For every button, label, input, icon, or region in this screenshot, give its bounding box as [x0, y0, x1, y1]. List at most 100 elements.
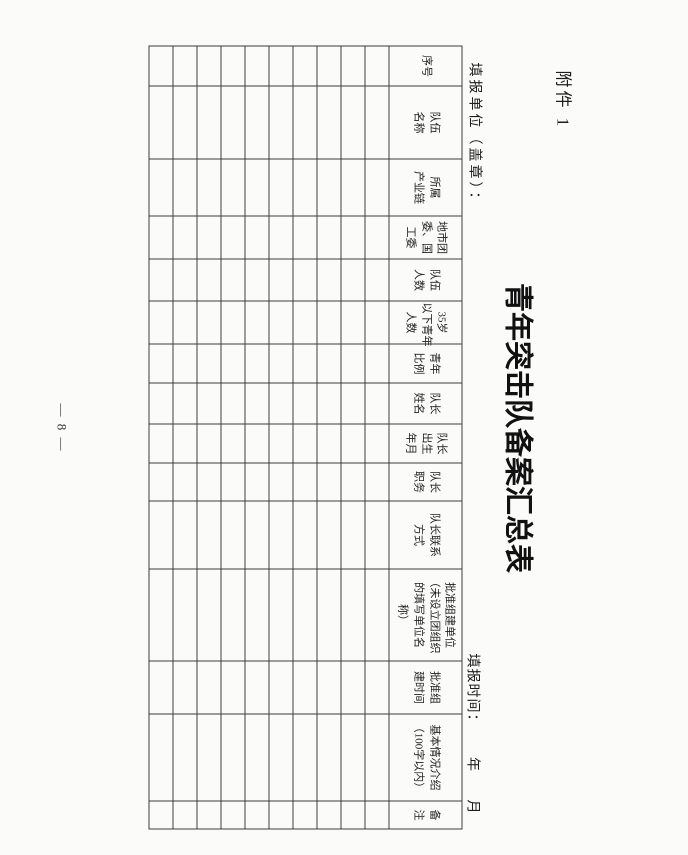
empty-cell: [292, 800, 317, 829]
table-row: [268, 45, 293, 829]
empty-cell: [196, 462, 221, 501]
empty-cell: [196, 258, 221, 301]
empty-cell: [316, 215, 341, 259]
empty-cell: [268, 500, 293, 569]
empty-cell: [340, 462, 365, 501]
empty-cell: [364, 158, 389, 216]
empty-cell: [316, 85, 341, 159]
empty-cell: [316, 568, 341, 661]
empty-cell: [172, 382, 197, 424]
table-header: 序号 队伍 名称 所属 产业链 地市团 委、国 工委 队伍 人数 35岁 以下青年 人数青…: [388, 45, 462, 829]
empty-cell: [244, 423, 269, 463]
empty-cell: [172, 158, 197, 216]
empty-cell: [316, 660, 341, 714]
column-header-14: 基本情况介绍 （100字以内）: [388, 713, 462, 801]
empty-cell: [316, 343, 341, 383]
empty-cell: [196, 568, 221, 661]
empty-cell: [364, 258, 389, 301]
empty-cell: [340, 85, 365, 159]
empty-cell: [364, 343, 389, 383]
empty-cell: [316, 423, 341, 463]
reporting-time-label: 填报时间：: [464, 653, 479, 728]
empty-cell: [172, 568, 197, 661]
month-label: 月: [464, 799, 479, 814]
empty-cell: [364, 423, 389, 463]
reporting-unit-label: 填报单位（盖章）：: [466, 62, 481, 208]
empty-cell: [340, 568, 365, 661]
empty-cell: [148, 382, 173, 424]
column-header-2: 队伍 名称: [388, 85, 462, 159]
empty-cell: [148, 258, 173, 301]
empty-cell: [364, 85, 389, 159]
empty-cell: [340, 382, 365, 424]
empty-cell: [364, 800, 389, 829]
empty-cell: [268, 85, 293, 159]
empty-cell: [196, 382, 221, 424]
empty-cell: [220, 85, 245, 159]
empty-cell: [196, 300, 221, 344]
empty-cell: [220, 568, 245, 661]
column-header-10: 队长 职务: [388, 462, 462, 501]
empty-cell: [340, 45, 365, 86]
table-row: [340, 45, 365, 829]
empty-cell: [244, 713, 269, 801]
empty-cell: [148, 300, 173, 344]
empty-cell: [172, 800, 197, 829]
column-header-3: 所属 产业链: [388, 158, 462, 216]
empty-cell: [172, 215, 197, 259]
empty-cell: [340, 423, 365, 463]
empty-cell: [316, 800, 341, 829]
empty-cell: [364, 45, 389, 86]
empty-cell: [148, 158, 173, 216]
empty-cell: [196, 158, 221, 216]
empty-cell: [148, 500, 173, 569]
empty-cell: [268, 713, 293, 801]
empty-cell: [268, 462, 293, 501]
empty-cell: [292, 660, 317, 714]
table-row: [292, 45, 317, 829]
empty-cell: [340, 158, 365, 216]
empty-cell: [244, 158, 269, 216]
column-header-11: 队长联系 方式: [388, 500, 462, 569]
empty-cell: [340, 215, 365, 259]
empty-cell: [340, 258, 365, 301]
empty-cell: [196, 85, 221, 159]
table-row: [316, 45, 341, 829]
empty-cell: [364, 215, 389, 259]
empty-cell: [268, 423, 293, 463]
empty-cell: [172, 300, 197, 344]
table-row: [220, 45, 245, 829]
empty-cell: [268, 568, 293, 661]
empty-cell: [292, 85, 317, 159]
empty-cell: [268, 258, 293, 301]
empty-cell: [148, 660, 173, 714]
table-row: [148, 45, 173, 829]
empty-cell: [196, 343, 221, 383]
empty-cell: [244, 382, 269, 424]
table-body: [148, 45, 389, 829]
empty-cell: [172, 423, 197, 463]
empty-cell: [340, 800, 365, 829]
empty-cell: [292, 215, 317, 259]
empty-cell: [196, 660, 221, 714]
table-row: [364, 45, 389, 829]
empty-cell: [196, 800, 221, 829]
empty-cell: [292, 462, 317, 501]
column-header-4: 地市团 委、国 工委: [388, 215, 462, 259]
empty-cell: [220, 382, 245, 424]
empty-cell: [268, 382, 293, 424]
empty-cell: [172, 713, 197, 801]
column-header-1: 序号: [388, 45, 462, 86]
empty-cell: [244, 343, 269, 383]
column-header-7: 青年 比例: [388, 343, 462, 383]
empty-cell: [244, 85, 269, 159]
empty-cell: [196, 45, 221, 86]
empty-cell: [292, 300, 317, 344]
empty-cell: [268, 45, 293, 86]
empty-cell: [220, 258, 245, 301]
empty-cell: [268, 300, 293, 344]
empty-cell: [220, 158, 245, 216]
empty-cell: [316, 500, 341, 569]
